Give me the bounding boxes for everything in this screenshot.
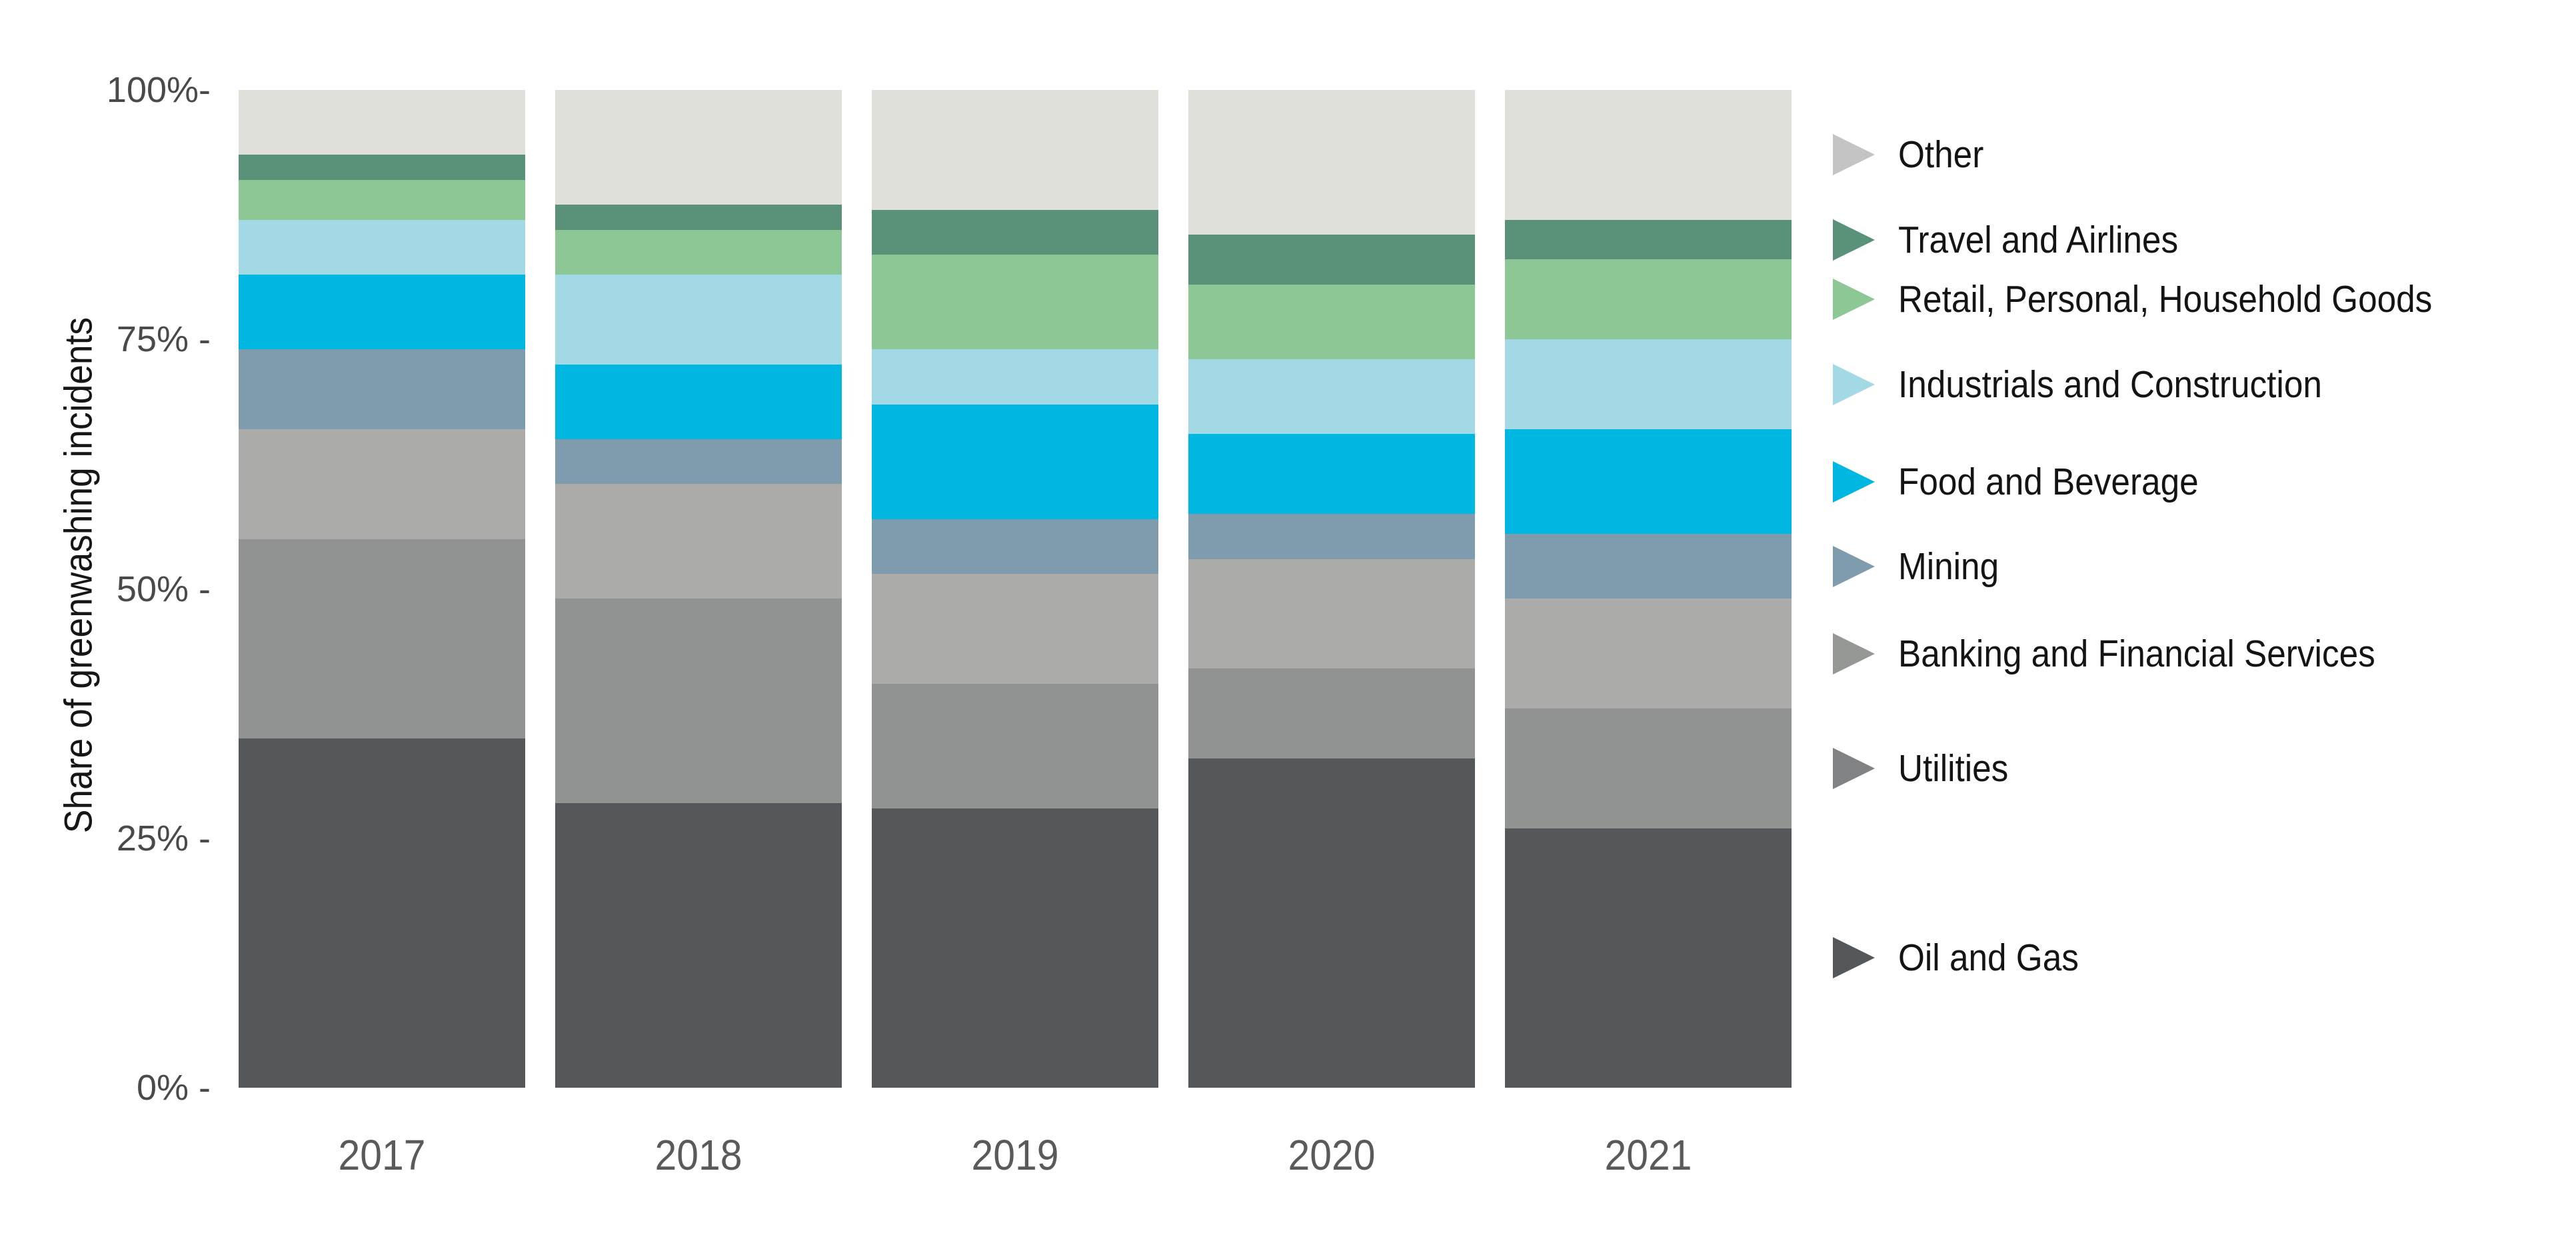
bar-2019-segment-other bbox=[872, 90, 1158, 210]
bar-2018-segment-utilities bbox=[555, 599, 842, 804]
bar-2017-segment-food-and-beverage bbox=[239, 274, 525, 350]
bar-2021-segment-other bbox=[1505, 90, 1792, 220]
y-tick-label-50: 50% - bbox=[116, 569, 211, 609]
y-tick-label-0: 0% - bbox=[136, 1068, 211, 1108]
y-tick-label-25: 25% - bbox=[116, 818, 211, 858]
legend-label-retail-personal-household-goods: Retail, Personal, Household Goods bbox=[1898, 278, 2433, 321]
legend-item-oil-and-gas: Oil and Gas bbox=[1833, 936, 2099, 980]
legend-triangle-icon-mining bbox=[1833, 545, 1875, 587]
bar-2017-segment-oil-and-gas bbox=[239, 738, 525, 1088]
y-tick-label-75: 75% - bbox=[116, 319, 211, 360]
bar-2020-segment-travel-and-airlines bbox=[1188, 235, 1475, 285]
bar-2019-segment-utilities bbox=[872, 683, 1158, 808]
bar-2021-segment-food-and-beverage bbox=[1505, 429, 1792, 535]
bar-2021-segment-mining bbox=[1505, 534, 1792, 599]
bar-2019 bbox=[872, 90, 1158, 1088]
bar-2017-segment-utilities bbox=[239, 539, 525, 738]
legend-triangle-icon-retail-personal-household-goods bbox=[1833, 279, 1875, 321]
bar-2019-segment-retail-personal-household-goods bbox=[872, 254, 1158, 350]
bar-2019-segment-industrials-and-construction bbox=[872, 349, 1158, 405]
bar-2019-segment-oil-and-gas bbox=[872, 808, 1158, 1088]
x-axis-label-2020: 2020 bbox=[1288, 1131, 1376, 1179]
bar-2020-segment-utilities bbox=[1188, 668, 1475, 758]
bar-2020-segment-mining bbox=[1188, 514, 1475, 559]
bar-2019-segment-banking-and-financial-services bbox=[872, 573, 1158, 684]
bar-2017-segment-retail-personal-household-goods bbox=[239, 179, 525, 220]
legend-triangle-icon-travel-and-airlines bbox=[1833, 219, 1875, 261]
y-tick-label-100: 100%- bbox=[106, 70, 211, 110]
bar-2020-segment-banking-and-financial-services bbox=[1188, 559, 1475, 669]
bar-2018-segment-retail-personal-household-goods bbox=[555, 229, 842, 275]
bar-2017 bbox=[239, 90, 525, 1088]
bar-2019-segment-food-and-beverage bbox=[872, 404, 1158, 519]
x-axis-label-2017: 2017 bbox=[338, 1131, 426, 1179]
bar-2021-segment-banking-and-financial-services bbox=[1505, 599, 1792, 709]
legend-item-mining: Mining bbox=[1833, 545, 2010, 588]
bar-2018-segment-other bbox=[555, 90, 842, 205]
legend-item-travel-and-airlines: Travel and Airlines bbox=[1833, 219, 2209, 261]
legend-label-mining: Mining bbox=[1898, 545, 1999, 588]
bar-2017-segment-industrials-and-construction bbox=[239, 219, 525, 275]
legend-triangle-icon-banking-and-financial-services bbox=[1833, 632, 1875, 674]
x-axis-label-2019: 2019 bbox=[971, 1131, 1059, 1179]
bar-2018 bbox=[555, 90, 842, 1088]
legend-label-travel-and-airlines: Travel and Airlines bbox=[1898, 218, 2179, 261]
bar-2018-segment-mining bbox=[555, 439, 842, 485]
legend-triangle-icon-utilities bbox=[1833, 747, 1875, 789]
legend-label-utilities: Utilities bbox=[1898, 746, 2009, 790]
bar-2019-segment-travel-and-airlines bbox=[872, 209, 1158, 255]
bar-2021-segment-oil-and-gas bbox=[1505, 828, 1792, 1088]
bar-2018-segment-food-and-beverage bbox=[555, 364, 842, 439]
bar-2021-segment-retail-personal-household-goods bbox=[1505, 259, 1792, 340]
legend-label-food-and-beverage: Food and Beverage bbox=[1898, 460, 2199, 503]
bar-2017-segment-banking-and-financial-services bbox=[239, 429, 525, 539]
bar-2017-segment-travel-and-airlines bbox=[239, 155, 525, 180]
bar-2020-segment-industrials-and-construction bbox=[1188, 359, 1475, 435]
legend-label-banking-and-financial-services: Banking and Financial Services bbox=[1898, 632, 2375, 675]
bar-2020 bbox=[1188, 90, 1475, 1088]
bar-2020-segment-food-and-beverage bbox=[1188, 434, 1475, 515]
legend-triangle-icon-food-and-beverage bbox=[1833, 461, 1875, 503]
bar-2020-segment-retail-personal-household-goods bbox=[1188, 284, 1475, 360]
legend-triangle-icon-industrials-and-construction bbox=[1833, 363, 1875, 405]
x-axis-label-2018: 2018 bbox=[654, 1131, 742, 1179]
plot-area bbox=[239, 90, 1792, 1088]
legend-item-industrials-and-construction: Industrials and Construction bbox=[1833, 363, 2369, 406]
x-axis-label-2021: 2021 bbox=[1604, 1131, 1692, 1179]
bar-2021-segment-travel-and-airlines bbox=[1505, 219, 1792, 260]
x-axis-labels: 2017 2018 2019 2020 2021 bbox=[239, 1134, 1792, 1176]
legend-item-banking-and-financial-services: Banking and Financial Services bbox=[1833, 632, 2428, 675]
bar-2021-segment-utilities bbox=[1505, 708, 1792, 828]
bar-2018-segment-banking-and-financial-services bbox=[555, 484, 842, 599]
bar-2018-segment-travel-and-airlines bbox=[555, 205, 842, 230]
legend-triangle-icon-other bbox=[1833, 134, 1875, 176]
legend-label-industrials-and-construction: Industrials and Construction bbox=[1898, 363, 2322, 406]
legend-item-utilities: Utilities bbox=[1833, 746, 2021, 790]
legend-triangle-icon-oil-and-gas bbox=[1833, 937, 1875, 979]
bar-2020-segment-oil-and-gas bbox=[1188, 758, 1475, 1088]
legend-item-retail-personal-household-goods: Retail, Personal, Household Goods bbox=[1833, 278, 2491, 321]
legend-item-other: Other bbox=[1833, 133, 1993, 177]
bar-2017-segment-mining bbox=[239, 349, 525, 429]
legend-label-other: Other bbox=[1898, 133, 1984, 177]
legend-item-food-and-beverage: Food and Beverage bbox=[1833, 461, 2232, 503]
bar-2021-segment-industrials-and-construction bbox=[1505, 339, 1792, 429]
bar-2019-segment-mining bbox=[872, 519, 1158, 574]
bar-2018-segment-oil-and-gas bbox=[555, 803, 842, 1088]
bar-2018-segment-industrials-and-construction bbox=[555, 274, 842, 365]
legend-label-oil-and-gas: Oil and Gas bbox=[1898, 936, 2079, 980]
bar-2017-segment-other bbox=[239, 90, 525, 155]
bar-2021 bbox=[1505, 90, 1792, 1088]
bar-2020-segment-other bbox=[1188, 90, 1475, 235]
